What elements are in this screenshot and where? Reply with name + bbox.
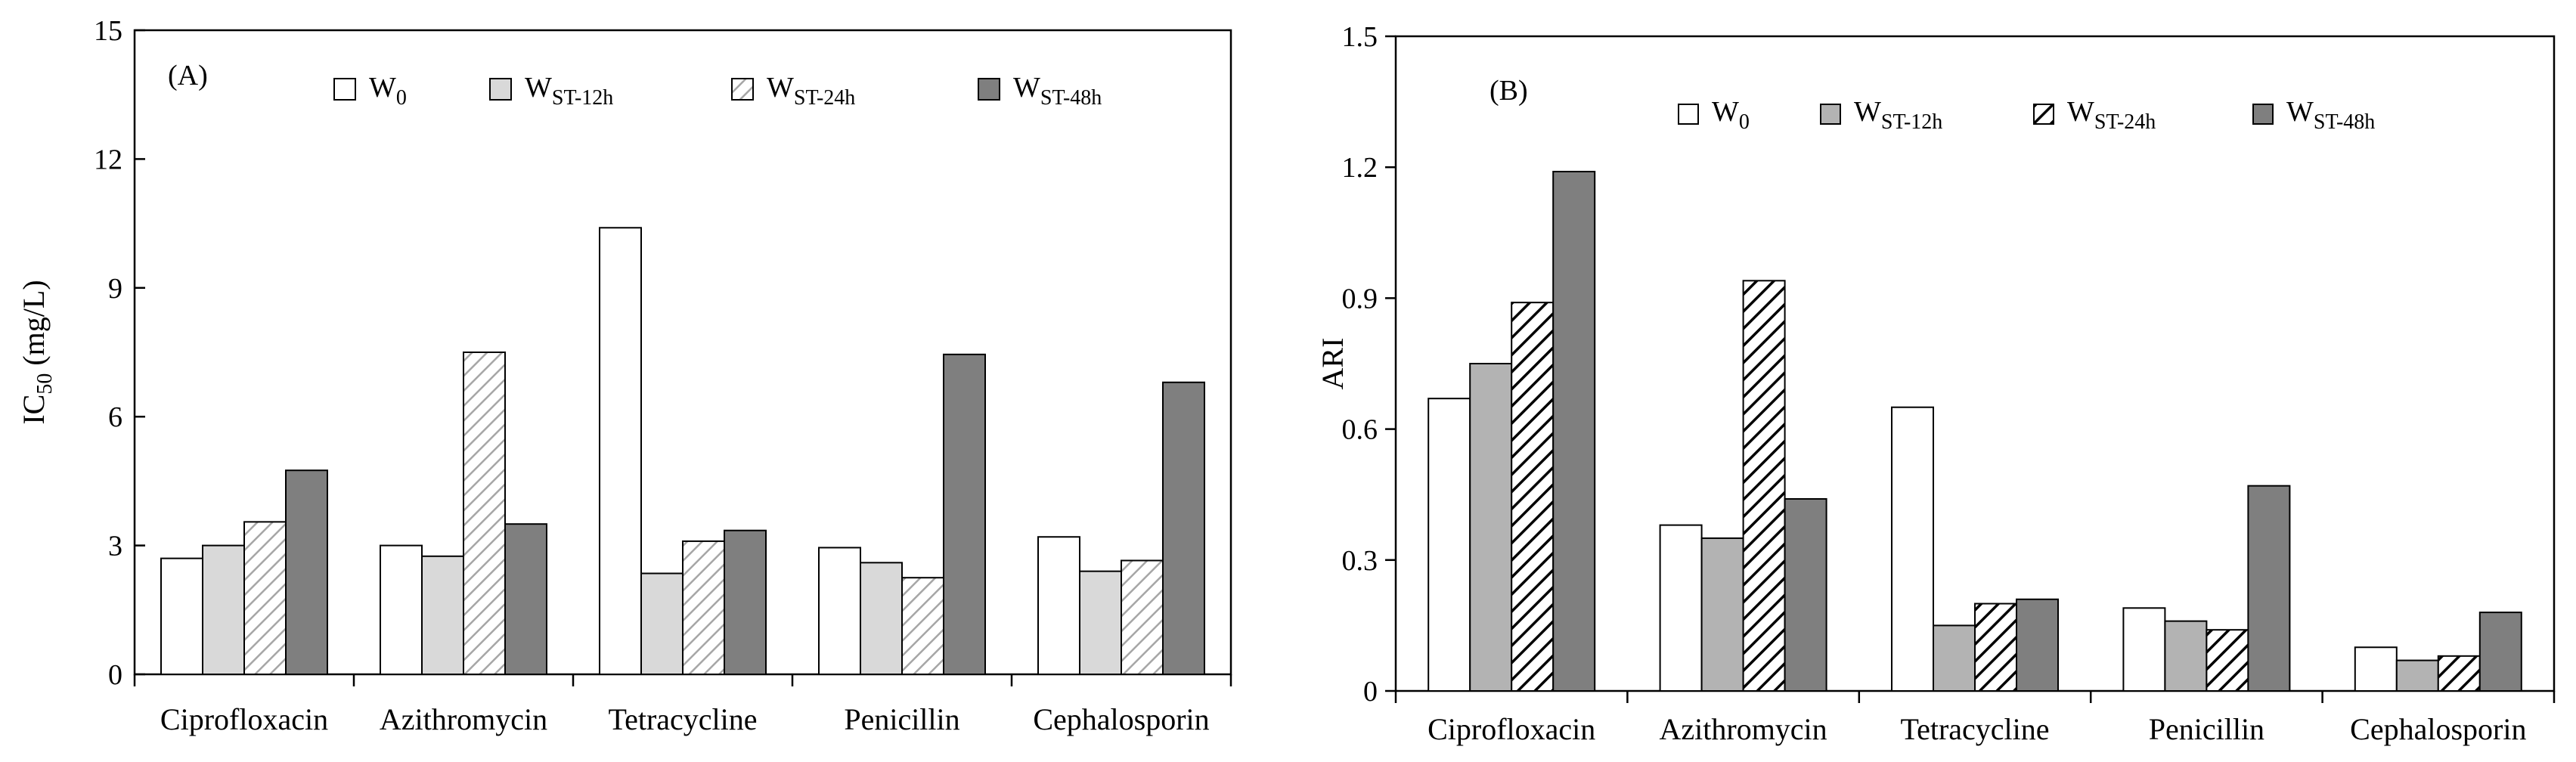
legend-label: WST-48h <box>2286 96 2375 134</box>
y-tick-label: 0.3 <box>1342 545 1378 577</box>
bar-wst-48h-cephalosporin <box>1162 381 1205 675</box>
bar-wst-48h-cephalosporin <box>2478 612 2522 692</box>
y-tick-label: 1.2 <box>1342 152 1378 184</box>
legend-label: W0 <box>369 72 407 110</box>
y-tick-label: 12 <box>94 144 122 175</box>
bar-w0-azithromycin <box>1659 524 1703 692</box>
bar-w0-cephalosporin <box>1037 536 1080 675</box>
legend-label: WST-24h <box>2067 96 2156 134</box>
legend-swatch <box>731 78 754 101</box>
bar-wst-48h-tetracycline <box>724 529 767 675</box>
bar-w0-tetracycline <box>599 227 642 675</box>
bar-wst-12h-tetracycline <box>640 572 684 676</box>
bar-wst-24h-penicillin <box>2206 629 2249 692</box>
bar-wst-12h-cephalosporin <box>2395 659 2439 692</box>
bar-wst-24h-tetracycline <box>1974 602 2017 692</box>
bar-wst-24h-penicillin <box>901 577 944 676</box>
panel-label: (A) <box>168 60 208 91</box>
bar-wst-24h-cephalosporin <box>2437 655 2481 692</box>
x-category-label: Ciprofloxacin <box>1427 712 1595 746</box>
bar-wst-12h-azithromycin <box>1700 537 1744 692</box>
bar-wst-24h-azithromycin <box>463 352 506 675</box>
legend-label: WST-48h <box>1013 72 1102 110</box>
y-tick-label: 6 <box>108 401 122 433</box>
legend-swatch <box>2252 104 2274 125</box>
y-tick-label: 1.5 <box>1342 21 1378 53</box>
bar-w0-ciprofloxacin <box>160 557 203 676</box>
legend-label: WST-12h <box>525 72 613 110</box>
x-category-label: Tetracycline <box>608 702 757 736</box>
x-category-label: Azithromycin <box>1660 712 1827 746</box>
bar-wst-48h-tetracycline <box>2016 598 2059 692</box>
legend-swatch <box>978 78 1000 101</box>
legend-label: WST-24h <box>767 72 855 110</box>
bar-wst-24h-ciprofloxacin <box>243 521 287 675</box>
x-category-label: Cephalosporin <box>2350 712 2526 746</box>
y-tick-label: 0.6 <box>1342 414 1378 446</box>
bar-wst-12h-tetracycline <box>1933 624 1976 692</box>
legend-swatch <box>2033 104 2054 125</box>
y-tick-label: 0 <box>108 659 122 691</box>
bar-wst-12h-ciprofloxacin <box>1469 363 1513 692</box>
y-tick-label: 3 <box>108 531 122 562</box>
panel-b-chart: 0 0.3 0.6 0.9 1.2 1.5 Ciprofloxacin Azithromyci… <box>1316 21 2556 746</box>
x-category-label: Penicillin <box>844 702 959 736</box>
bar-wst-12h-azithromycin <box>421 555 464 675</box>
y-tick-label: 15 <box>94 15 122 47</box>
x-category-label: Cephalosporin <box>1033 702 1209 736</box>
bar-wst-24h-ciprofloxacin <box>1511 302 1555 692</box>
bar-wst-12h-ciprofloxacin <box>202 544 245 675</box>
bar-wst-12h-penicillin <box>2164 620 2208 692</box>
legend-label: W0 <box>1712 96 1750 134</box>
bar-w0-ciprofloxacin <box>1427 398 1471 692</box>
legend-swatch <box>1678 104 1699 125</box>
y-tick-label: 0 <box>1363 676 1378 708</box>
x-category-label: Ciprofloxacin <box>160 702 328 736</box>
legend-swatch <box>1820 104 1841 125</box>
bar-wst-48h-penicillin <box>943 353 986 675</box>
bar-wst-12h-penicillin <box>860 562 903 675</box>
bar-wst-48h-penicillin <box>2247 485 2291 692</box>
y-axis-title: ARI <box>1316 338 1350 390</box>
bar-wst-48h-ciprofloxacin <box>1552 170 1596 692</box>
legend-swatch <box>333 78 356 101</box>
bar-wst-24h-tetracycline <box>682 540 725 675</box>
bar-wst-48h-azithromycin <box>504 523 547 676</box>
panel-label: (B) <box>1489 75 1528 107</box>
bar-w0-tetracycline <box>1891 406 1934 692</box>
bar-wst-24h-cephalosporin <box>1121 559 1164 675</box>
y-tick-label: 9 <box>108 273 122 305</box>
bar-wst-48h-azithromycin <box>1784 497 1827 692</box>
legend-swatch <box>489 78 512 101</box>
y-tick-label: 0.9 <box>1342 283 1378 314</box>
panel-a-chart: 0 3 6 9 12 15 Ciprofloxacin Azithromycin Tetracy… <box>17 15 1232 736</box>
bar-w0-penicillin <box>2122 607 2166 692</box>
bar-wst-24h-azithromycin <box>1742 280 1786 692</box>
x-category-label: Penicillin <box>2149 712 2264 746</box>
x-category-label: Tetracycline <box>1900 712 2049 746</box>
legend-label: WST-12h <box>1854 96 1942 134</box>
y-axis-title: IC50 (mg/L) <box>17 280 57 424</box>
bar-w0-penicillin <box>818 547 861 675</box>
x-category-label: Azithromycin <box>380 702 547 736</box>
bar-w0-azithromycin <box>380 544 423 675</box>
bar-wst-48h-ciprofloxacin <box>285 469 328 675</box>
bar-w0-cephalosporin <box>2354 646 2398 692</box>
bar-wst-12h-cephalosporin <box>1079 570 1122 675</box>
